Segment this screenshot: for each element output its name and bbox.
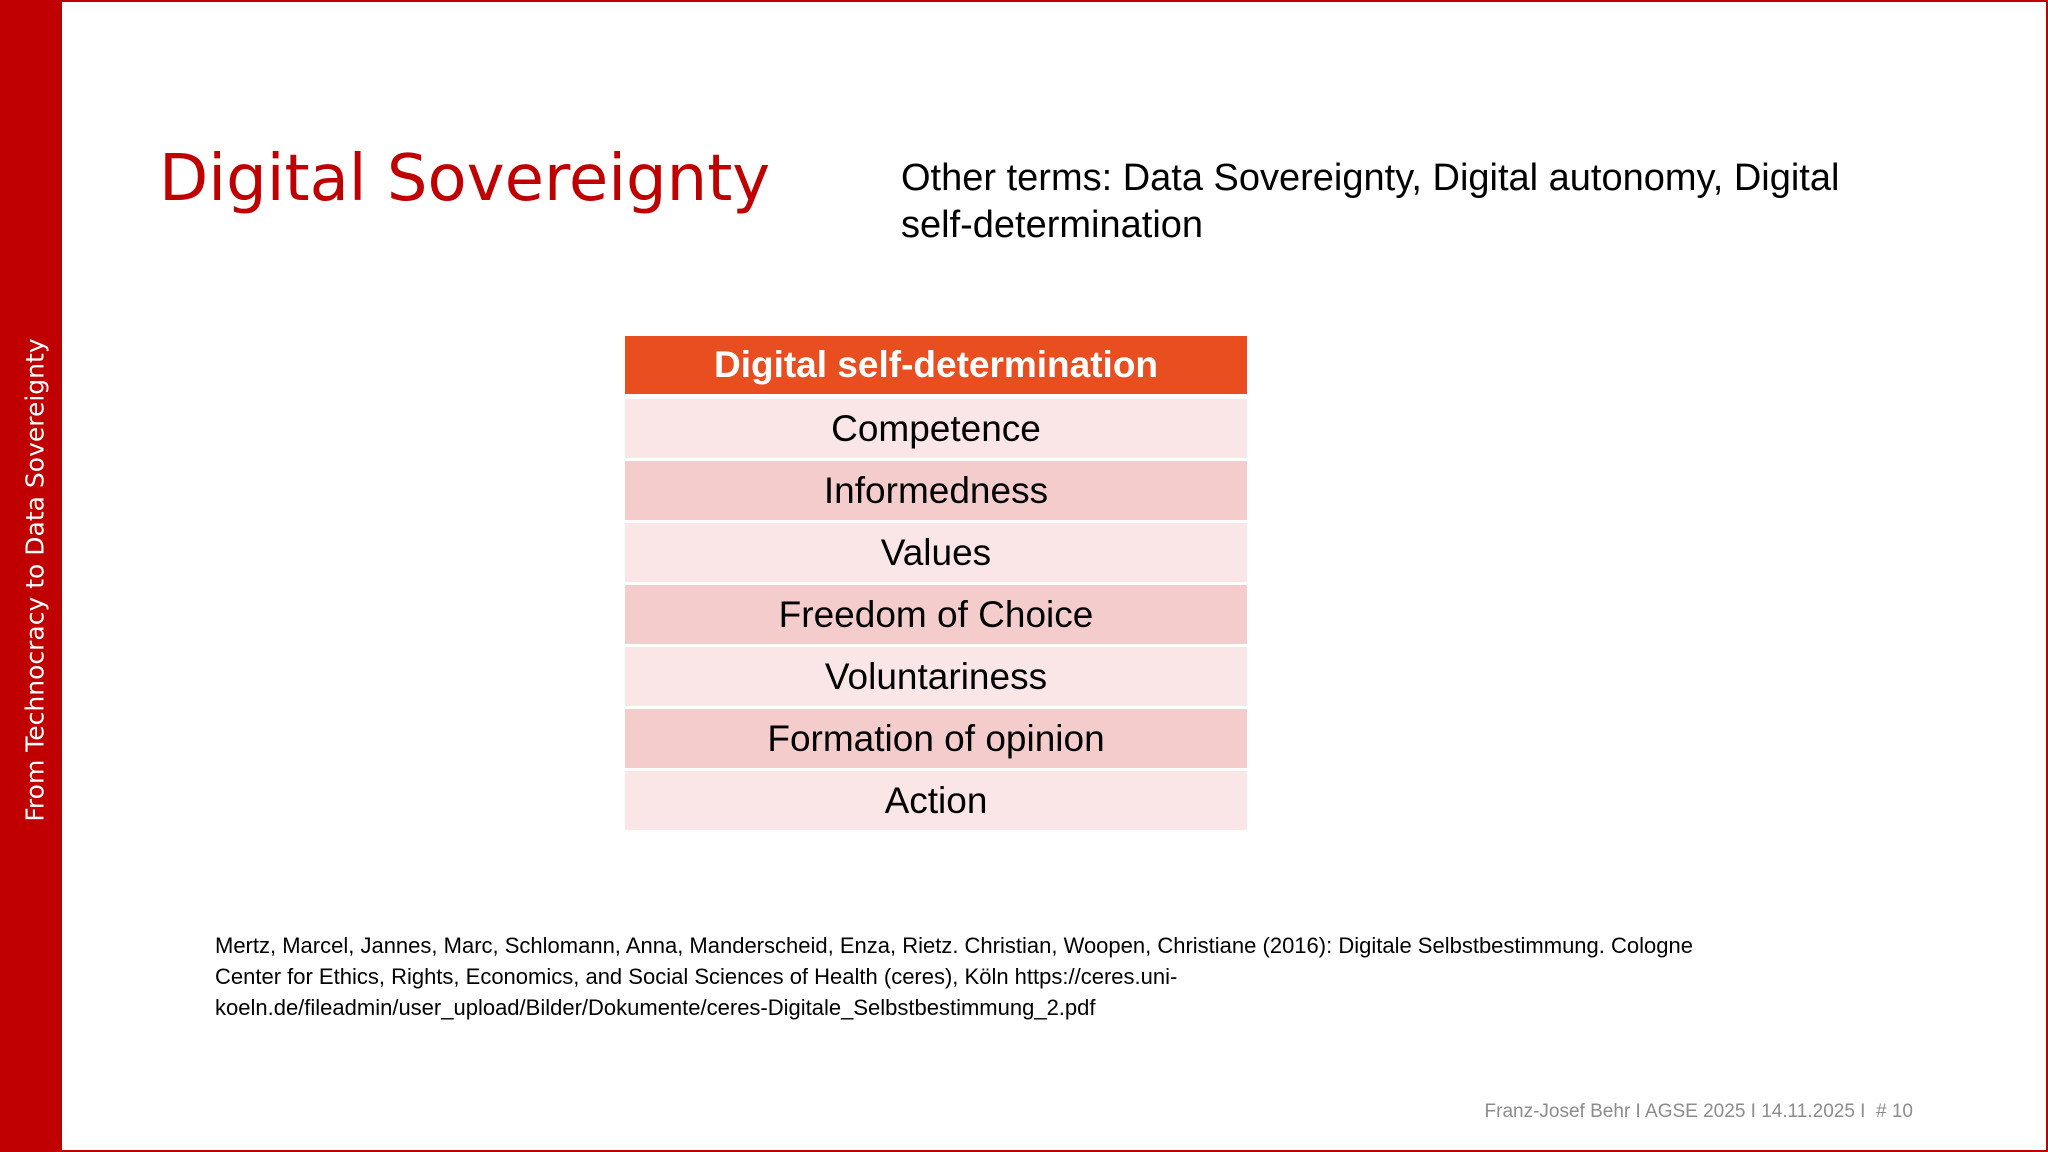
citation-line: Mertz, Marcel, Jannes, Marc, Schlomann, … (215, 933, 1693, 958)
slide-title: Digital Sovereignty (159, 142, 771, 216)
table: Digital self-determination Competence Inf… (625, 336, 1247, 833)
table-row: Informedness (625, 461, 1247, 520)
table-row: Values (625, 523, 1247, 582)
table-row: Action (625, 771, 1247, 830)
citation-line: Center for Ethics, Rights, Economics, an… (215, 964, 1178, 989)
other-terms: Other terms: Data Sovereignty, Digital a… (901, 155, 1839, 249)
sidebar: From Technocracy to Data Sovereignty (2, 2, 62, 1150)
citation-line: koeln.de/fileadmin/user_upload/Bilder/Do… (215, 995, 1096, 1020)
other-terms-line: self-determination (901, 204, 1204, 246)
footer: Franz-Josef Behr I AGSE 2025 I 14.11.202… (1484, 1101, 1913, 1122)
table-row: Freedom of Choice (625, 585, 1247, 644)
citation: Mertz, Marcel, Jannes, Marc, Schlomann, … (215, 930, 1693, 1023)
sidebar-text: From Technocracy to Data Sovereignty (20, 338, 50, 822)
other-terms-line: Other terms: Data Sovereignty, Digital a… (901, 157, 1840, 199)
table-header: Digital self-determination (625, 336, 1247, 394)
table-row: Formation of opinion (625, 709, 1247, 768)
table-row: Voluntariness (625, 647, 1247, 706)
table-row: Competence (625, 399, 1247, 458)
table-body: Competence Informedness Values Freedom of C… (625, 399, 1247, 830)
